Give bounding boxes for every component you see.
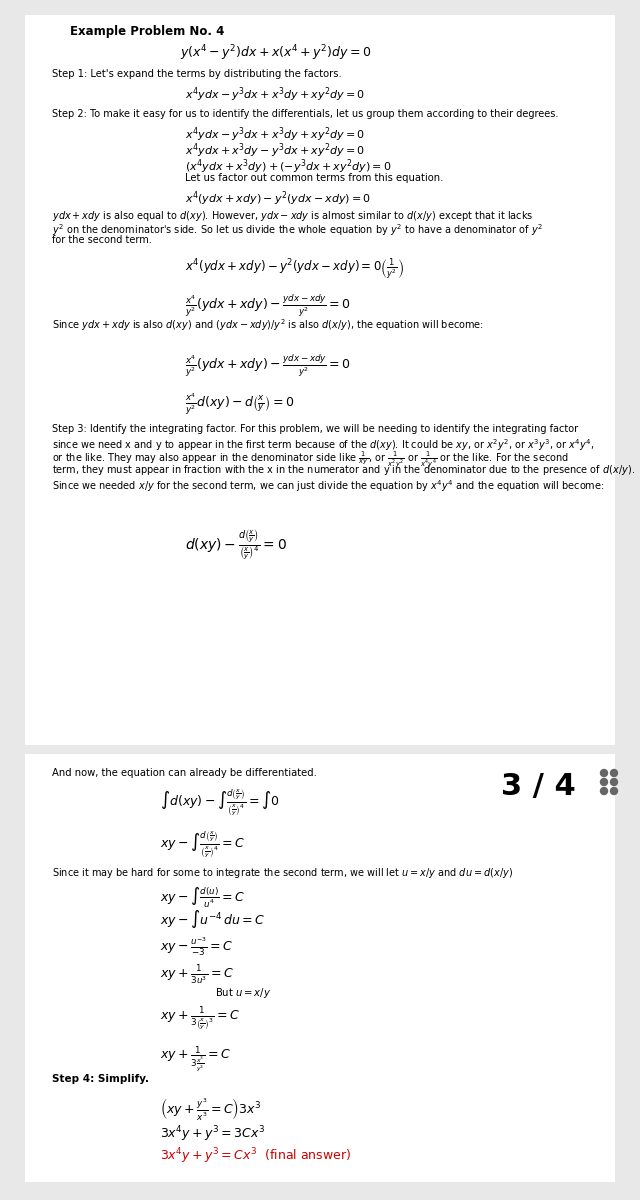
Text: $\frac{x^4}{y^2}d(xy) - d\left(\frac{x}{y}\right) = 0$: $\frac{x^4}{y^2}d(xy) - d\left(\frac{x}{…: [185, 392, 294, 418]
Text: $xy - \int\frac{d\left(\frac{x}{y}\right)}{\left(\frac{x}{y}\right)^4} = C$: $xy - \int\frac{d\left(\frac{x}{y}\right…: [160, 830, 245, 860]
Circle shape: [600, 779, 607, 786]
Text: term, they must appear in fraction with the x in the numerator and y in the deno: term, they must appear in fraction with …: [52, 463, 635, 476]
Circle shape: [611, 769, 618, 776]
Text: $\frac{x^4}{y^2}(ydx + xdy) - \frac{ydx - xdy}{y^2} = 0$: $\frac{x^4}{y^2}(ydx + xdy) - \frac{ydx …: [185, 352, 351, 379]
Text: or the like. They may also appear in the denominator side like $\frac{1}{xy}$, o: or the like. They may also appear in the…: [52, 450, 569, 470]
Text: $xy + \frac{1}{3\left(\frac{x}{y}\right)^3} = C$: $xy + \frac{1}{3\left(\frac{x}{y}\right)…: [160, 1006, 240, 1033]
Text: $y^2$ on the denominator's side. So let us divide the whole equation by $y^2$ to: $y^2$ on the denominator's side. So let …: [52, 222, 543, 238]
Circle shape: [600, 787, 607, 794]
Text: $xy + \frac{1}{3\frac{x^3}{y^3}} = C$: $xy + \frac{1}{3\frac{x^3}{y^3}} = C$: [160, 1044, 232, 1074]
Text: Step 3: Identify the integrating factor. For this problem, we will be needing to: Step 3: Identify the integrating factor.…: [52, 424, 578, 434]
Text: $x^4(ydx + xdy) - y^2(ydx - xdy) = 0$: $x^4(ydx + xdy) - y^2(ydx - xdy) = 0$: [185, 188, 371, 208]
Text: $x^4ydx + x^3dy - y^3dx + xy^2dy = 0$: $x^4ydx + x^3dy - y^3dx + xy^2dy = 0$: [185, 140, 365, 160]
Text: $xy - \frac{u^{-3}}{-3} = C$: $xy - \frac{u^{-3}}{-3} = C$: [160, 936, 234, 958]
Text: $3x^4y + y^3 = 3Cx^3$: $3x^4y + y^3 = 3Cx^3$: [160, 1124, 266, 1144]
Text: And now, the equation can already be differentiated.: And now, the equation can already be dif…: [52, 768, 317, 778]
Text: But $u = x/y$: But $u = x/y$: [215, 986, 271, 1000]
FancyBboxPatch shape: [25, 14, 615, 745]
Text: Step 4: Simplify.: Step 4: Simplify.: [52, 1074, 149, 1084]
Circle shape: [600, 769, 607, 776]
Text: since we need x and y to appear in the first term because of the $d(xy)$. It cou: since we need x and y to appear in the f…: [52, 437, 595, 452]
Text: Step 1: Let's expand the terms by distributing the factors.: Step 1: Let's expand the terms by distri…: [52, 68, 342, 79]
Text: $x^4(ydx + xdy) - y^2(ydx - xdy) = 0\left(\frac{1}{y^2}\right)$: $x^4(ydx + xdy) - y^2(ydx - xdy) = 0\lef…: [185, 257, 404, 282]
Text: Step 2: To make it easy for us to identify the differentials, let us group them : Step 2: To make it easy for us to identi…: [52, 109, 558, 119]
Text: $y(x^4 - y^2)dx + x(x^4 + y^2)dy = 0$: $y(x^4 - y^2)dx + x(x^4 + y^2)dy = 0$: [180, 43, 371, 62]
Text: $\frac{x^4}{y^2}(ydx + xdy) - \frac{ydx - xdy}{y^2} = 0$: $\frac{x^4}{y^2}(ydx + xdy) - \frac{ydx …: [185, 292, 351, 319]
Text: Example Problem No. 4: Example Problem No. 4: [70, 25, 225, 38]
FancyBboxPatch shape: [478, 760, 598, 812]
Text: $xy + \frac{1}{3u^3} = C$: $xy + \frac{1}{3u^3} = C$: [160, 964, 234, 988]
Text: $ydx + xdy$ is also equal to $d(xy)$. However, $ydx - xdy$ is almost similar to : $ydx + xdy$ is also equal to $d(xy)$. Ho…: [52, 209, 533, 223]
Text: $xy - \int\frac{d(u)}{u^4} = C$: $xy - \int\frac{d(u)}{u^4} = C$: [160, 886, 245, 910]
FancyBboxPatch shape: [25, 754, 615, 1182]
Text: $d(xy) - \frac{d\left(\frac{x}{y}\right)}{\left(\frac{x}{y}\right)^4} = 0$: $d(xy) - \frac{d\left(\frac{x}{y}\right)…: [185, 528, 287, 560]
Text: $x^4ydx - y^3dx + x^3dy + xy^2dy = 0$: $x^4ydx - y^3dx + x^3dy + xy^2dy = 0$: [185, 85, 365, 103]
Text: Since we needed $x/y$ for the second term, we can just divide the equation by $x: Since we needed $x/y$ for the second ter…: [52, 478, 605, 494]
Text: $(x^4ydx + x^3dy) + (-y^3dx + xy^2dy) = 0$: $(x^4ydx + x^3dy) + (-y^3dx + xy^2dy) = …: [185, 157, 392, 175]
Text: Since $ydx + xdy$ is also $d(xy)$ and $(ydx - xdy)/y^2$ is also $d(x/y)$, the eq: Since $ydx + xdy$ is also $d(xy)$ and $(…: [52, 317, 484, 332]
Text: $\left(xy + \frac{y^3}{x^3} = C\right)3x^3$: $\left(xy + \frac{y^3}{x^3} = C\right)3x…: [160, 1096, 261, 1122]
Text: $\int d(xy) - \int\frac{d\left(\frac{x}{y}\right)}{\left(\frac{x}{y}\right)^4} =: $\int d(xy) - \int\frac{d\left(\frac{x}{…: [160, 788, 280, 818]
Text: 3 / 4: 3 / 4: [500, 772, 575, 800]
Text: for the second term.: for the second term.: [52, 235, 152, 245]
Text: $xy - \int u^{-4}\,du = C$: $xy - \int u^{-4}\,du = C$: [160, 908, 266, 930]
Text: $x^4ydx - y^3dx + x^3dy + xy^2dy = 0$: $x^4ydx - y^3dx + x^3dy + xy^2dy = 0$: [185, 125, 365, 144]
Circle shape: [611, 787, 618, 794]
Circle shape: [611, 779, 618, 786]
Text: Let us factor out common terms from this equation.: Let us factor out common terms from this…: [185, 173, 444, 182]
Text: Since it may be hard for some to integrate the second term, we will let $u = x/y: Since it may be hard for some to integra…: [52, 866, 513, 880]
Text: $3x^4y + y^3 = Cx^3$  (final answer): $3x^4y + y^3 = Cx^3$ (final answer): [160, 1146, 351, 1165]
